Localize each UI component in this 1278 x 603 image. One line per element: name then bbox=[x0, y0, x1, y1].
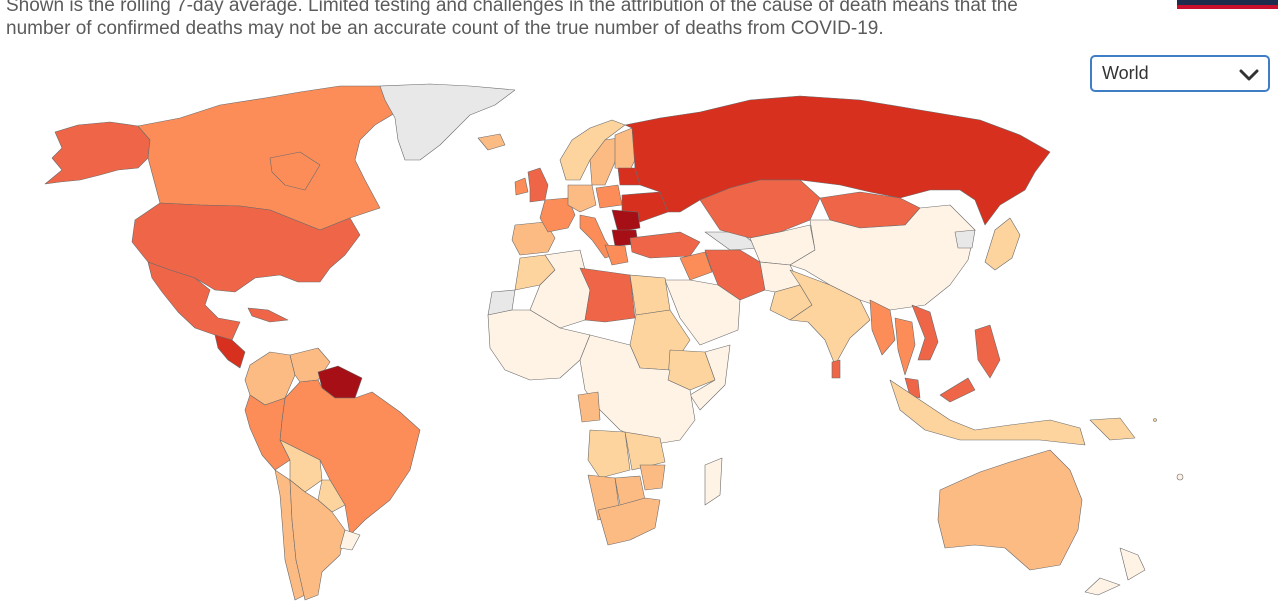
country-iraq[interactable] bbox=[679, 251, 713, 281]
country-mexico[interactable] bbox=[147, 261, 241, 341]
country-north-korea[interactable] bbox=[954, 229, 976, 249]
country-cuba[interactable] bbox=[247, 307, 289, 323]
country-argentina[interactable] bbox=[289, 479, 346, 601]
country-zimbabwe[interactable] bbox=[639, 464, 666, 491]
country-united-kingdom[interactable] bbox=[527, 167, 549, 203]
region-select[interactable]: World bbox=[1090, 55, 1270, 92]
country-greece[interactable] bbox=[604, 244, 629, 266]
country-uruguay[interactable] bbox=[339, 529, 361, 551]
country-thailand[interactable] bbox=[894, 317, 916, 376]
country-norway[interactable] bbox=[559, 119, 626, 181]
map-svg bbox=[44, 83, 1184, 601]
country-greenland[interactable] bbox=[379, 83, 516, 161]
country-egypt[interactable] bbox=[629, 274, 671, 316]
flag-decoration bbox=[1177, 0, 1278, 9]
country-poland[interactable] bbox=[595, 184, 623, 209]
country-australia[interactable] bbox=[937, 449, 1083, 571]
country-philippines[interactable] bbox=[974, 324, 1001, 379]
country-zambia[interactable] bbox=[624, 431, 666, 471]
country-gabon[interactable] bbox=[577, 391, 601, 423]
country-sri-lanka[interactable] bbox=[831, 359, 841, 379]
world-map bbox=[0, 82, 1278, 603]
chevron-down-icon bbox=[1239, 69, 1259, 81]
country-papua-new-guinea[interactable] bbox=[1089, 417, 1136, 441]
country-bolivia[interactable] bbox=[279, 439, 323, 493]
country-india[interactable] bbox=[789, 269, 871, 366]
note-line-2: number of confirmed deaths may not be an… bbox=[6, 18, 884, 39]
country-indonesia[interactable] bbox=[1153, 418, 1157, 422]
country-vietnam[interactable] bbox=[911, 304, 939, 361]
country-saudi-arabia[interactable] bbox=[664, 279, 741, 346]
country-myanmar[interactable] bbox=[869, 299, 896, 356]
country-germany[interactable] bbox=[567, 184, 597, 213]
country-paraguay[interactable] bbox=[317, 479, 346, 513]
country-malaysia[interactable] bbox=[904, 377, 976, 403]
country-south-africa[interactable] bbox=[597, 497, 661, 546]
country-kazakhstan[interactable] bbox=[699, 179, 821, 239]
country-indonesia[interactable] bbox=[889, 379, 1086, 446]
country-iceland[interactable] bbox=[477, 133, 506, 151]
country-alaska[interactable] bbox=[44, 121, 151, 185]
country-turkey[interactable] bbox=[629, 231, 701, 259]
chart-note: Shown is the rolling 7-day average. Limi… bbox=[6, 0, 1136, 40]
region-select-value: World bbox=[1102, 63, 1149, 83]
country-romania[interactable] bbox=[611, 209, 641, 233]
country-japan[interactable] bbox=[984, 217, 1021, 271]
country-angola[interactable] bbox=[587, 429, 631, 479]
country-russia[interactable] bbox=[624, 95, 1051, 226]
country-ireland[interactable] bbox=[514, 177, 529, 196]
country-madagascar[interactable] bbox=[704, 457, 723, 506]
note-line-1: Shown is the rolling 7-day average. Limi… bbox=[6, 0, 1018, 16]
country-madagascar[interactable] bbox=[1176, 473, 1184, 481]
country-guatemala[interactable] bbox=[214, 334, 246, 369]
country-new-zealand[interactable] bbox=[1084, 547, 1146, 596]
country-canada[interactable] bbox=[137, 85, 411, 231]
country-iran[interactable] bbox=[704, 249, 766, 301]
country-china[interactable] bbox=[789, 204, 976, 311]
country-somalia[interactable] bbox=[689, 344, 731, 411]
